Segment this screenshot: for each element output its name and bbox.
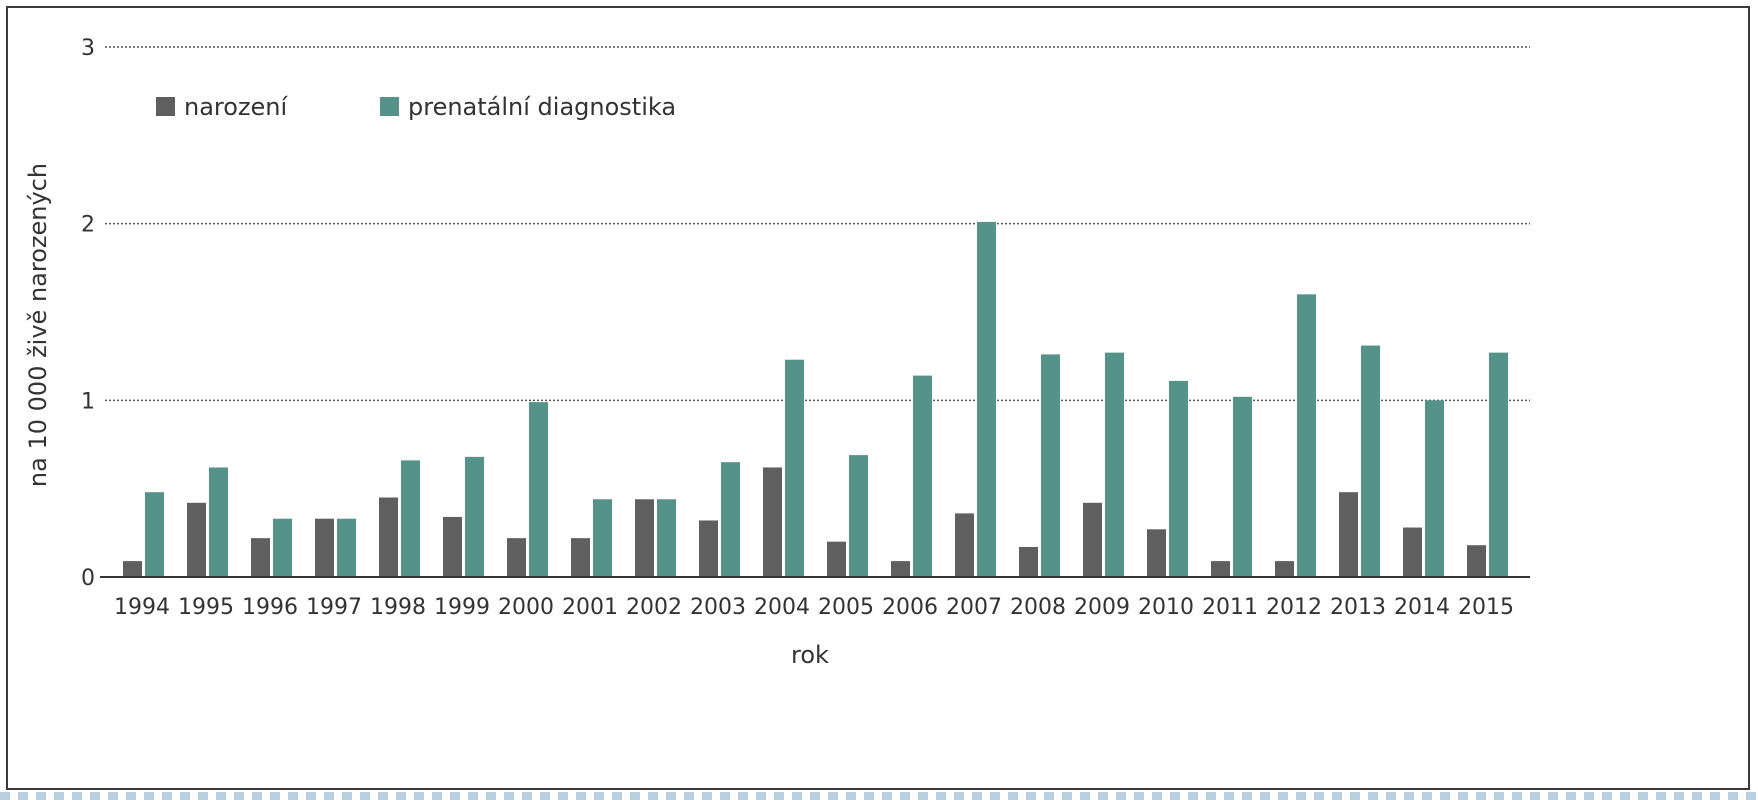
x-tick-label: 2003: [690, 595, 746, 620]
bottom-decorative-strip: [0, 792, 1758, 800]
x-tick-label: 2005: [818, 595, 874, 620]
y-axis-ticks: 0 1 2 3: [81, 36, 95, 591]
bar-prenatalni-diagnostika-1994: [145, 492, 164, 577]
bar-prenatalni-diagnostika-2003: [721, 462, 740, 577]
x-tick-label: 2006: [882, 595, 938, 620]
bar-prenatalni-diagnostika-2005: [849, 455, 868, 577]
x-axis-title: rok: [791, 641, 829, 669]
x-tick-label: 2001: [562, 595, 618, 620]
bar-narozeni-1998: [379, 497, 398, 577]
bars: [123, 221, 1508, 577]
legend-swatch-narozeni: [156, 97, 175, 116]
x-tick-label: 1994: [114, 595, 170, 620]
bar-prenatalni-diagnostika-2013: [1361, 345, 1380, 577]
bar-narozeni-2001: [571, 538, 590, 577]
bar-prenatalni-diagnostika-2009: [1105, 352, 1124, 577]
y-tick-label: 0: [81, 566, 95, 591]
x-tick-label: 1998: [370, 595, 426, 620]
bar-narozeni-1999: [443, 516, 462, 577]
bar-narozeni-2005: [827, 541, 846, 577]
x-tick-label: 2013: [1330, 595, 1386, 620]
x-tick-label: 2011: [1202, 595, 1258, 620]
bar-narozeni-2013: [1339, 492, 1358, 577]
legend-swatch-prenatalni-diagnostika: [380, 97, 399, 116]
bar-prenatalni-diagnostika-2007: [977, 221, 996, 577]
bar-prenatalni-diagnostika-2015: [1489, 352, 1508, 577]
bar-prenatalni-diagnostika-1996: [273, 518, 292, 577]
bar-prenatalni-diagnostika-1999: [465, 456, 484, 577]
bar-narozeni-2004: [763, 467, 782, 577]
x-tick-label: 2004: [754, 595, 810, 620]
bar-narozeni-2003: [699, 520, 718, 577]
bar-prenatalni-diagnostika-1995: [209, 467, 228, 577]
x-tick-label: 1997: [306, 595, 362, 620]
y-axis-title: na 10 000 živě narozených: [24, 163, 52, 487]
bar-narozeni-2007: [955, 513, 974, 577]
bar-narozeni-2012: [1275, 561, 1294, 577]
x-tick-label: 2007: [946, 595, 1002, 620]
chart-frame: [6, 6, 1750, 790]
bar-prenatalni-diagnostika-2000: [529, 402, 548, 577]
bar-prenatalni-diagnostika-2008: [1041, 354, 1060, 577]
x-tick-label: 2010: [1138, 595, 1194, 620]
bar-narozeni-2014: [1403, 527, 1422, 577]
x-tick-label: 2009: [1074, 595, 1130, 620]
bar-narozeni-2000: [507, 538, 526, 577]
x-axis-ticks: 1994 1995 1996 1997 1998 1999 2000 2001 2002 2003…: [114, 595, 1514, 620]
bar-narozeni-2011: [1211, 561, 1230, 577]
bar-prenatalni-diagnostika-1998: [401, 460, 420, 577]
y-tick-label: 3: [81, 36, 95, 61]
x-tick-label: 2014: [1394, 595, 1450, 620]
bar-narozeni-2009: [1083, 502, 1102, 577]
x-tick-label: 2008: [1010, 595, 1066, 620]
legend-label-narozeni: narození: [184, 93, 289, 121]
legend-label-prenatalni-diagnostika: prenatální diagnostika: [408, 93, 676, 121]
bar-narozeni-1994: [123, 561, 142, 577]
bar-prenatalni-diagnostika-2011: [1233, 396, 1252, 577]
y-tick-label: 1: [81, 389, 95, 414]
bar-narozeni-1995: [187, 502, 206, 577]
bar-prenatalni-diagnostika-2014: [1425, 400, 1444, 577]
x-tick-label: 2002: [626, 595, 682, 620]
bar-prenatalni-diagnostika-2006: [913, 375, 932, 577]
x-tick-label: 1996: [242, 595, 298, 620]
x-tick-label: 2015: [1458, 595, 1514, 620]
x-tick-label: 2012: [1266, 595, 1322, 620]
bar-narozeni-2006: [891, 561, 910, 577]
bar-narozeni-2008: [1019, 546, 1038, 577]
legend: narození prenatální diagnostika: [156, 93, 676, 121]
bar-prenatalni-diagnostika-2001: [593, 499, 612, 577]
gridlines: [105, 46, 1530, 402]
bar-narozeni-2002: [635, 499, 654, 577]
bar-prenatalni-diagnostika-1997: [337, 518, 356, 577]
bar-narozeni-1997: [315, 518, 334, 577]
bar-prenatalni-diagnostika-2012: [1297, 294, 1316, 577]
x-tick-label: 1999: [434, 595, 490, 620]
x-tick-label: 2000: [498, 595, 554, 620]
bar-prenatalni-diagnostika-2004: [785, 359, 804, 577]
bar-narozeni-2010: [1147, 529, 1166, 577]
bar-narozeni-2015: [1467, 545, 1486, 577]
bar-prenatalni-diagnostika-2002: [657, 499, 676, 577]
bar-narozeni-1996: [251, 538, 270, 577]
bar-prenatalni-diagnostika-2010: [1169, 380, 1188, 577]
y-tick-label: 2: [81, 213, 95, 238]
x-tick-label: 1995: [178, 595, 234, 620]
